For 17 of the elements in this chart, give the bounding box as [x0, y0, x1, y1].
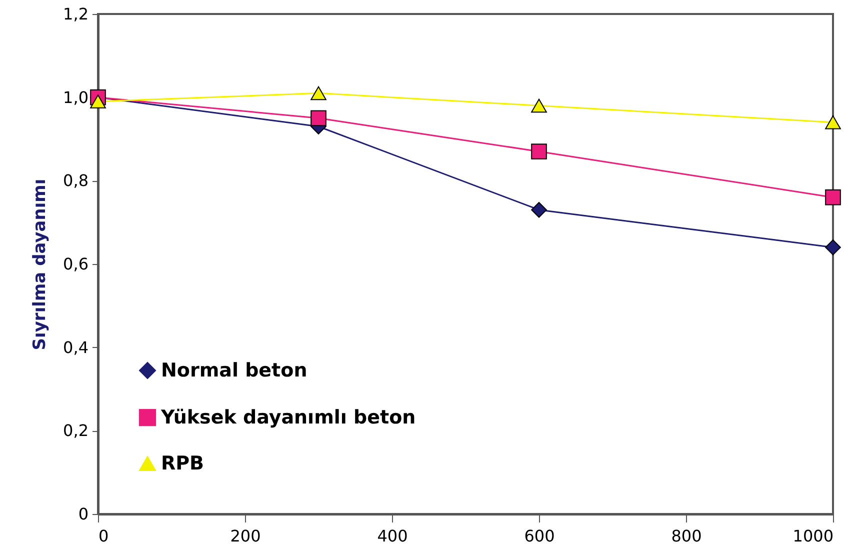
x-tick-label: 1000: [792, 526, 834, 546]
y-tick-label: 0,4: [63, 338, 88, 357]
x-tick-label: 800: [671, 526, 702, 546]
legend-label: RPB: [161, 452, 204, 474]
y-tick-label: 0,8: [63, 171, 88, 190]
y-tick-label: 0: [78, 504, 88, 524]
x-tick-label: 400: [377, 526, 408, 546]
x-tick-label: 0: [98, 526, 109, 546]
legend-label: Normal beton: [161, 360, 308, 382]
y-axis-title: Sıyrılma dayanımı: [30, 178, 50, 350]
y-tick-label: 0,6: [63, 254, 88, 274]
y-tick-label: 0,2: [63, 421, 88, 440]
x-tick-label: 600: [524, 526, 555, 546]
x-tick-label: 200: [230, 526, 261, 546]
legend-label: Yüksek dayanımlı beton: [160, 406, 416, 428]
y-tick-label: 1,0: [63, 88, 88, 107]
y-tick-label: 1,2: [63, 4, 88, 24]
